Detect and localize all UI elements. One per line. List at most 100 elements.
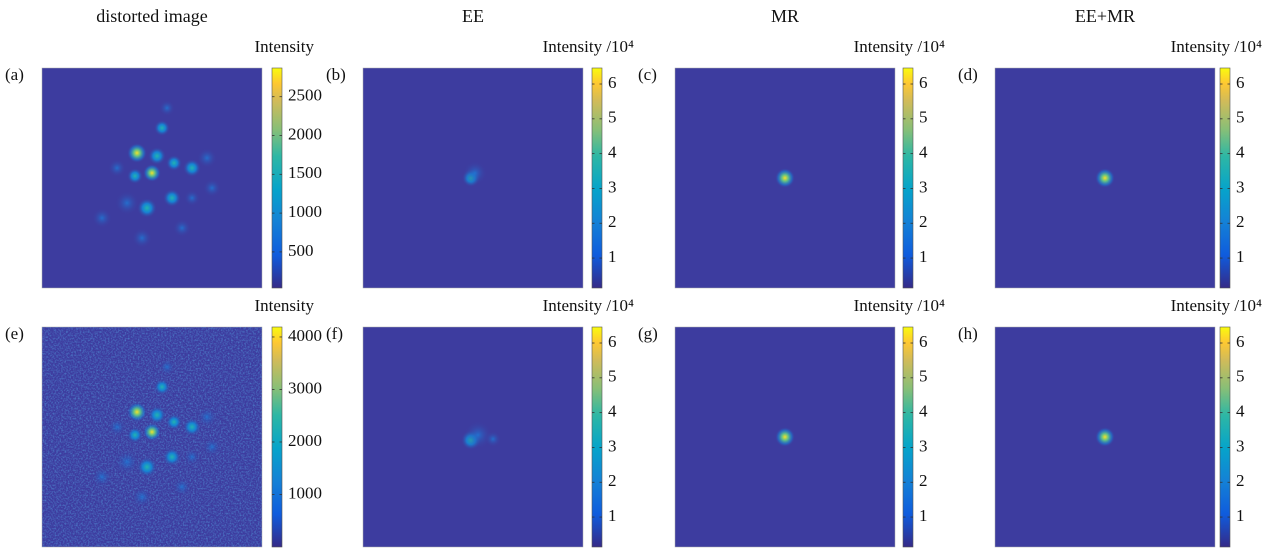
intensity-spot <box>203 179 221 197</box>
colorbar <box>902 67 914 289</box>
panel-label: (e) <box>5 324 24 343</box>
intensity-spot <box>127 143 147 163</box>
intensity-spot <box>163 189 181 207</box>
colorbar <box>591 67 603 289</box>
colorbar-tick-label: 4 <box>608 143 617 162</box>
colorbar-tick-label: 2 <box>608 212 617 231</box>
colorbar-tick-label: 500 <box>288 241 314 260</box>
intensity-spot <box>1095 168 1115 188</box>
intensity-spot <box>183 159 201 177</box>
colorbar-tick-label: 2500 <box>288 86 322 105</box>
colorbar-tick-label: 2 <box>1236 471 1245 490</box>
intensity-spot <box>127 168 143 184</box>
colorbar-tick-label: 2000 <box>288 431 322 450</box>
colorbar-tick-label: 2000 <box>288 124 322 143</box>
colorbar-tick-label: 1 <box>1236 247 1245 266</box>
colorbar-label: Intensity <box>255 37 315 56</box>
colorbar-tick-label: 3 <box>608 436 617 455</box>
colorbar-tick-label: 3 <box>608 177 617 196</box>
colorbar <box>271 67 283 289</box>
panel-label: (a) <box>5 65 24 84</box>
colorbar-label: Intensity /10⁴ <box>1171 296 1262 315</box>
intensity-spot <box>159 100 175 116</box>
colorbar-label: Intensity /10⁴ <box>543 37 634 56</box>
colorbar-tick-label: 4 <box>1236 143 1245 162</box>
colorbar-tick-label: 6 <box>608 73 617 92</box>
intensity-spot <box>137 457 157 477</box>
panel-label: (g) <box>638 324 658 343</box>
intensity-spot <box>148 147 166 165</box>
colorbar-tick-label: 6 <box>919 332 928 351</box>
colorbar-label: Intensity /10⁴ <box>854 37 945 56</box>
intensity-spot <box>173 478 191 496</box>
colorbar-tick-label: 4 <box>608 402 617 421</box>
panel-label: (d) <box>958 65 978 84</box>
colorbar-tick-label: 3 <box>919 436 928 455</box>
colorbar-tick-label: 1 <box>608 506 617 525</box>
intensity-spot <box>197 407 217 427</box>
colorbar-tick-label: 6 <box>1236 73 1245 92</box>
panel-label: (c) <box>638 65 657 84</box>
intensity-spot <box>775 168 795 188</box>
intensity-spot <box>197 148 217 168</box>
colorbar <box>591 326 603 548</box>
colorbar-tick-label: 1500 <box>288 163 322 182</box>
intensity-spot <box>163 448 181 466</box>
colorbar-tick-label: 5 <box>1236 367 1245 386</box>
intensity-spot <box>1095 427 1115 447</box>
colorbar-tick-label: 1 <box>919 247 928 266</box>
panel-label: (b) <box>326 65 346 84</box>
colorbar <box>271 326 283 548</box>
intensity-spot <box>203 438 221 456</box>
intensity-spot <box>166 155 182 171</box>
colorbar-tick-label: 6 <box>919 73 928 92</box>
colorbar-label: Intensity /10⁴ <box>543 296 634 315</box>
column-title: EE+MR <box>1075 6 1135 26</box>
intensity-spot <box>92 467 112 487</box>
intensity-spot <box>115 450 139 474</box>
intensity-spot <box>775 427 795 447</box>
colorbar <box>1219 326 1231 548</box>
colorbar-tick-label: 3 <box>919 177 928 196</box>
intensity-spot <box>127 402 147 422</box>
intensity-spot <box>154 379 170 395</box>
colorbar-tick-label: 4 <box>1236 402 1245 421</box>
panel-label: (h) <box>958 324 978 343</box>
colorbar-tick-label: 5 <box>919 367 928 386</box>
colorbar-tick-label: 1 <box>608 247 617 266</box>
intensity-spot <box>127 427 143 443</box>
colorbar-tick-label: 1000 <box>288 483 322 502</box>
colorbar-label: Intensity /10⁴ <box>854 296 945 315</box>
panel-label: (f) <box>326 324 343 343</box>
intensity-spot <box>115 191 139 215</box>
intensity-spot <box>137 198 157 218</box>
colorbar-tick-label: 5 <box>608 108 617 127</box>
intensity-spot <box>184 449 200 465</box>
intensity-spot <box>159 359 175 375</box>
intensity-spot <box>148 406 166 424</box>
colorbar-tick-label: 1 <box>1236 506 1245 525</box>
colorbar-tick-label: 1 <box>919 506 928 525</box>
intensity-spot <box>132 228 152 248</box>
intensity-spot <box>132 487 152 507</box>
intensity-spot <box>464 421 492 449</box>
intensity-spot <box>143 423 161 441</box>
colorbar <box>902 326 914 548</box>
colorbar-tick-label: 2 <box>919 212 928 231</box>
intensity-spot <box>166 414 182 430</box>
column-title: MR <box>771 6 799 26</box>
colorbar-tick-label: 2 <box>1236 212 1245 231</box>
colorbar-tick-label: 3000 <box>288 378 322 397</box>
colorbar-tick-label: 1000 <box>288 202 322 221</box>
intensity-spot <box>485 431 501 447</box>
colorbar-label: Intensity <box>255 296 315 315</box>
colorbar-tick-label: 2 <box>919 471 928 490</box>
colorbar-tick-label: 4 <box>919 143 928 162</box>
intensity-spot <box>108 418 126 436</box>
colorbar-tick-label: 5 <box>919 108 928 127</box>
intensity-spot <box>108 159 126 177</box>
colorbar-tick-label: 6 <box>1236 332 1245 351</box>
intensity-spot <box>92 208 112 228</box>
colorbar-tick-label: 2 <box>608 471 617 490</box>
